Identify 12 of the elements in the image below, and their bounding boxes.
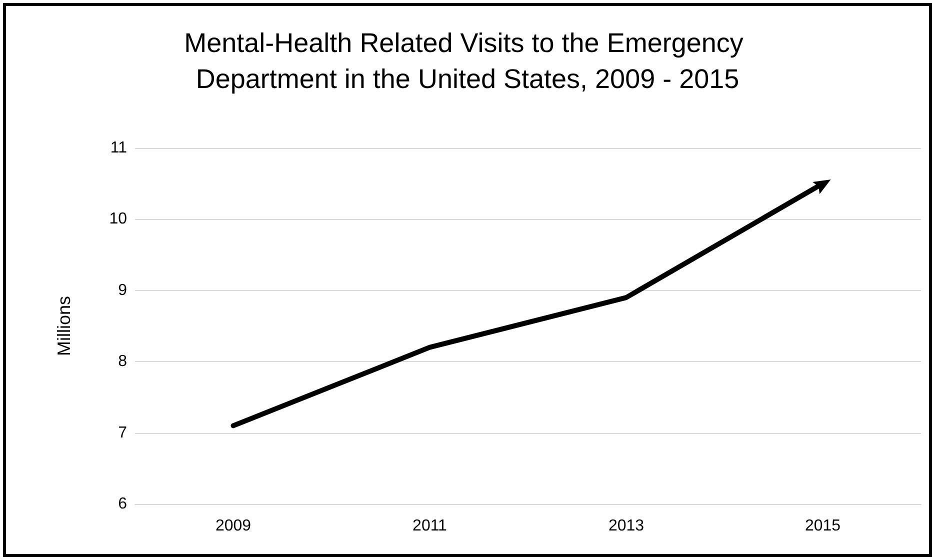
x-tick-label: 2015 [804,518,841,534]
y-tick-label: 9 [118,282,128,299]
x-tick-label: 2009 [215,518,252,534]
y-tick-label: 7 [118,424,128,442]
y-axis-title: Millions [54,296,74,356]
x-tick-label: 2013 [608,518,644,534]
x-tick-label: 2011 [412,518,448,534]
y-tick-label: 11 [110,140,128,156]
y-tick-label: 10 [109,210,128,228]
y-tick-label: 6 [118,496,128,512]
y-tick-label: 8 [118,353,128,370]
chart-title: Mental-Health Related Visits to the Emergency Department in the United States, 2009 - 2015 [184,28,751,94]
